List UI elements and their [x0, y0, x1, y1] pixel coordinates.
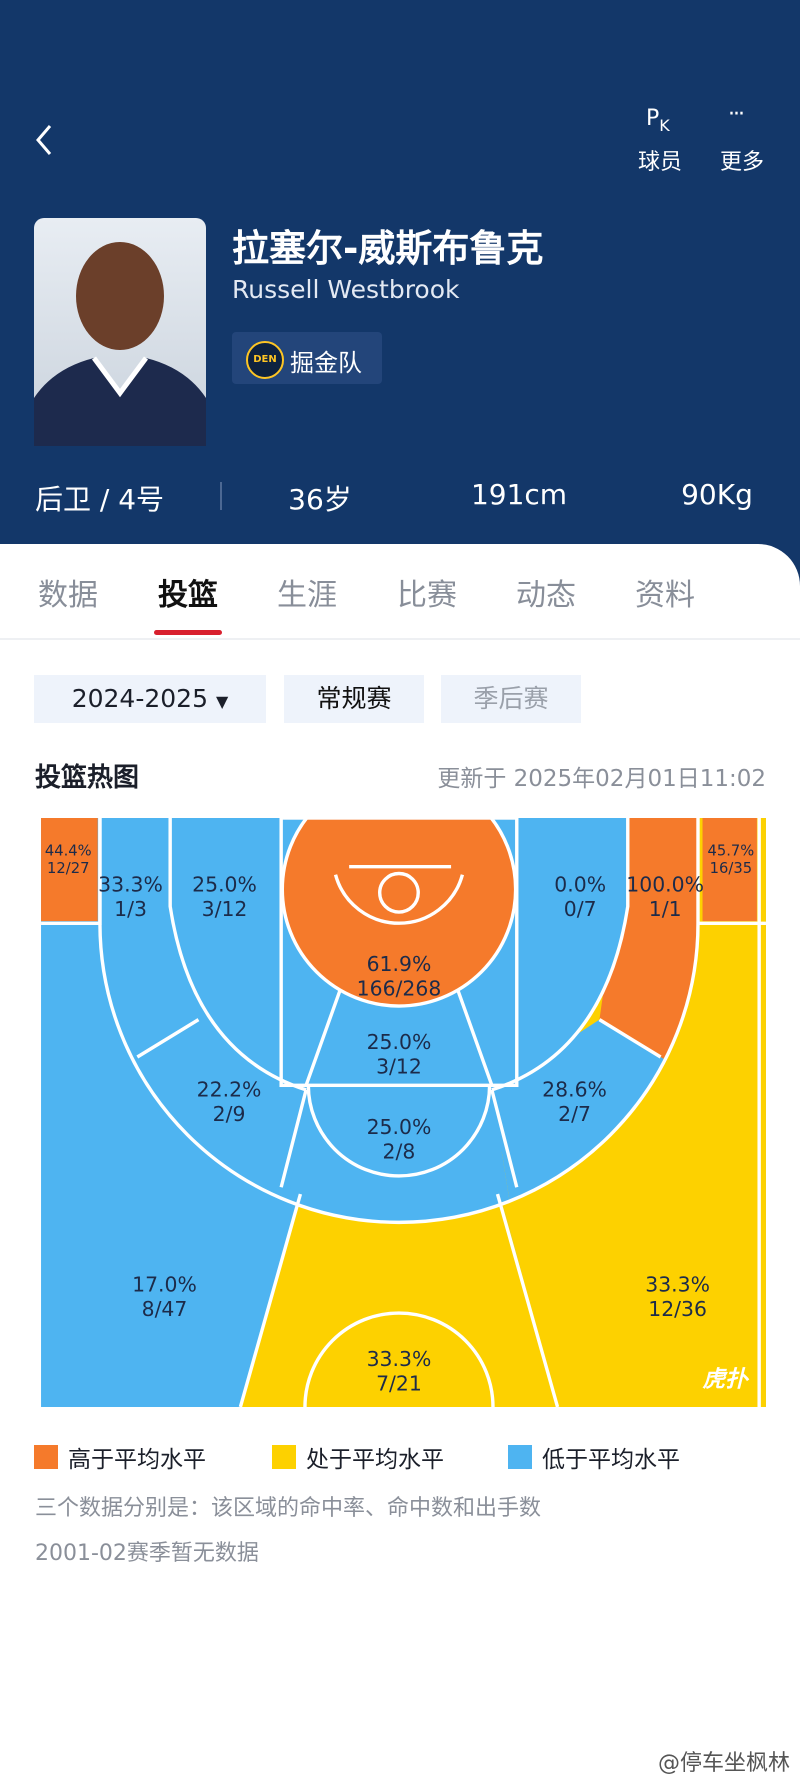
- team-name: 掘金队: [290, 349, 362, 377]
- zone-pct: 25.0%: [367, 1115, 432, 1139]
- type-chip[interactable]: 常规赛: [284, 675, 424, 723]
- zone-shots: 12/36: [648, 1297, 707, 1321]
- tab-indicator: [154, 630, 222, 635]
- updated-time: 更新于 2025年02月01日11:02: [437, 766, 766, 792]
- zone-pct: 25.0%: [192, 873, 257, 897]
- zone-shots: 7/21: [376, 1372, 422, 1396]
- zone: [240, 1166, 558, 1407]
- legend-label: 高于平均水平: [68, 1447, 206, 1473]
- zone: [702, 818, 757, 922]
- player-name-en: Russell Westbrook: [232, 275, 460, 304]
- player-photo: [34, 218, 206, 446]
- zone-pct: 33.3%: [98, 873, 163, 897]
- court-lines: [41, 818, 766, 1407]
- tab[interactable]: 比赛: [397, 578, 457, 613]
- player-name-cn: 拉塞尔-威斯布鲁克: [232, 227, 544, 270]
- tab[interactable]: 投篮: [158, 578, 218, 613]
- zone-pct: 44.4%: [45, 842, 92, 859]
- watermark: @停车坐枫林: [657, 1751, 790, 1776]
- zone-pct: 45.7%: [707, 842, 754, 859]
- tab[interactable]: 动态: [516, 578, 576, 613]
- tab-divider: [0, 638, 800, 640]
- legend-note: 三个数据分别是：该区域的命中率、命中数和出手数: [35, 1496, 542, 1521]
- weight: 90Kg: [681, 478, 753, 511]
- zone-shots: 0/7: [564, 897, 597, 921]
- zone-pct: 0.0%: [554, 873, 606, 897]
- zone-shots: 166/268: [357, 976, 442, 1000]
- zone-shots: 2/9: [213, 1102, 246, 1126]
- team-badge[interactable]: DEN 掘金队: [232, 332, 382, 384]
- zone-shots: 3/12: [202, 897, 248, 921]
- no-data-note: 2001-02赛季暂无数据: [35, 1541, 259, 1566]
- zone-pct: 33.3%: [367, 1347, 432, 1371]
- zone: [491, 818, 628, 1090]
- legend-swatch: [508, 1445, 532, 1469]
- legend-label: 低于平均水平: [542, 1447, 680, 1473]
- legend-label: 处于平均水平: [306, 1447, 444, 1473]
- zone-shots: 8/47: [142, 1297, 188, 1321]
- shot-court: 44.4%12/2733.3%1/325.0%3/1261.9%166/2680…: [41, 818, 766, 1407]
- zone-pct: 22.2%: [197, 1078, 262, 1102]
- zone-pct: 17.0%: [132, 1272, 197, 1296]
- zone-shots: 16/35: [710, 860, 752, 877]
- more-label[interactable]: 更多: [720, 150, 765, 175]
- zone-shots: 1/3: [114, 897, 147, 921]
- heatmap-title: 投篮热图: [35, 763, 140, 793]
- court-watermark: 虎扑: [703, 1367, 751, 1393]
- team-logo: DEN: [246, 341, 284, 379]
- zone-pct: 33.3%: [645, 1272, 710, 1296]
- season-select[interactable]: 2024-2025 ▼: [34, 675, 266, 723]
- tab[interactable]: 生涯: [277, 578, 337, 613]
- zone: [170, 818, 307, 1090]
- height: 191cm: [470, 478, 568, 511]
- type-chip[interactable]: 季后赛: [441, 675, 581, 723]
- age: 36岁: [288, 483, 352, 516]
- zone: [599, 818, 698, 1116]
- zone-shots: 2/8: [383, 1139, 416, 1163]
- more-icon[interactable]: ···: [728, 102, 745, 127]
- back-button[interactable]: [30, 122, 60, 158]
- divider: [220, 482, 222, 510]
- legend-item: 高于平均水平: [34, 1440, 206, 1474]
- zone: [99, 818, 199, 1116]
- legend-item: 低于平均水平: [508, 1440, 680, 1474]
- zone-pct: 25.0%: [367, 1030, 432, 1054]
- tab[interactable]: 资料: [635, 578, 695, 613]
- zone-shots: 2/7: [558, 1102, 591, 1126]
- position-number: 后卫 / 4号: [35, 483, 165, 516]
- zone-shots: 1/1: [649, 897, 682, 921]
- zone-pct: 28.6%: [542, 1078, 607, 1102]
- zone: [41, 818, 98, 922]
- zone-pct: 100.0%: [626, 873, 704, 897]
- zone-pct: 61.9%: [367, 952, 432, 976]
- legend-swatch: [34, 1445, 58, 1469]
- zone-shots: 3/12: [376, 1055, 422, 1079]
- legend-item: 处于平均水平: [272, 1440, 444, 1474]
- zone-shots: 12/27: [47, 860, 89, 877]
- tab[interactable]: 数据: [38, 578, 98, 613]
- legend-swatch: [272, 1445, 296, 1469]
- pk-label[interactable]: 球员: [638, 150, 683, 175]
- zone: [281, 1089, 517, 1223]
- pk-icon[interactable]: PK: [646, 106, 670, 135]
